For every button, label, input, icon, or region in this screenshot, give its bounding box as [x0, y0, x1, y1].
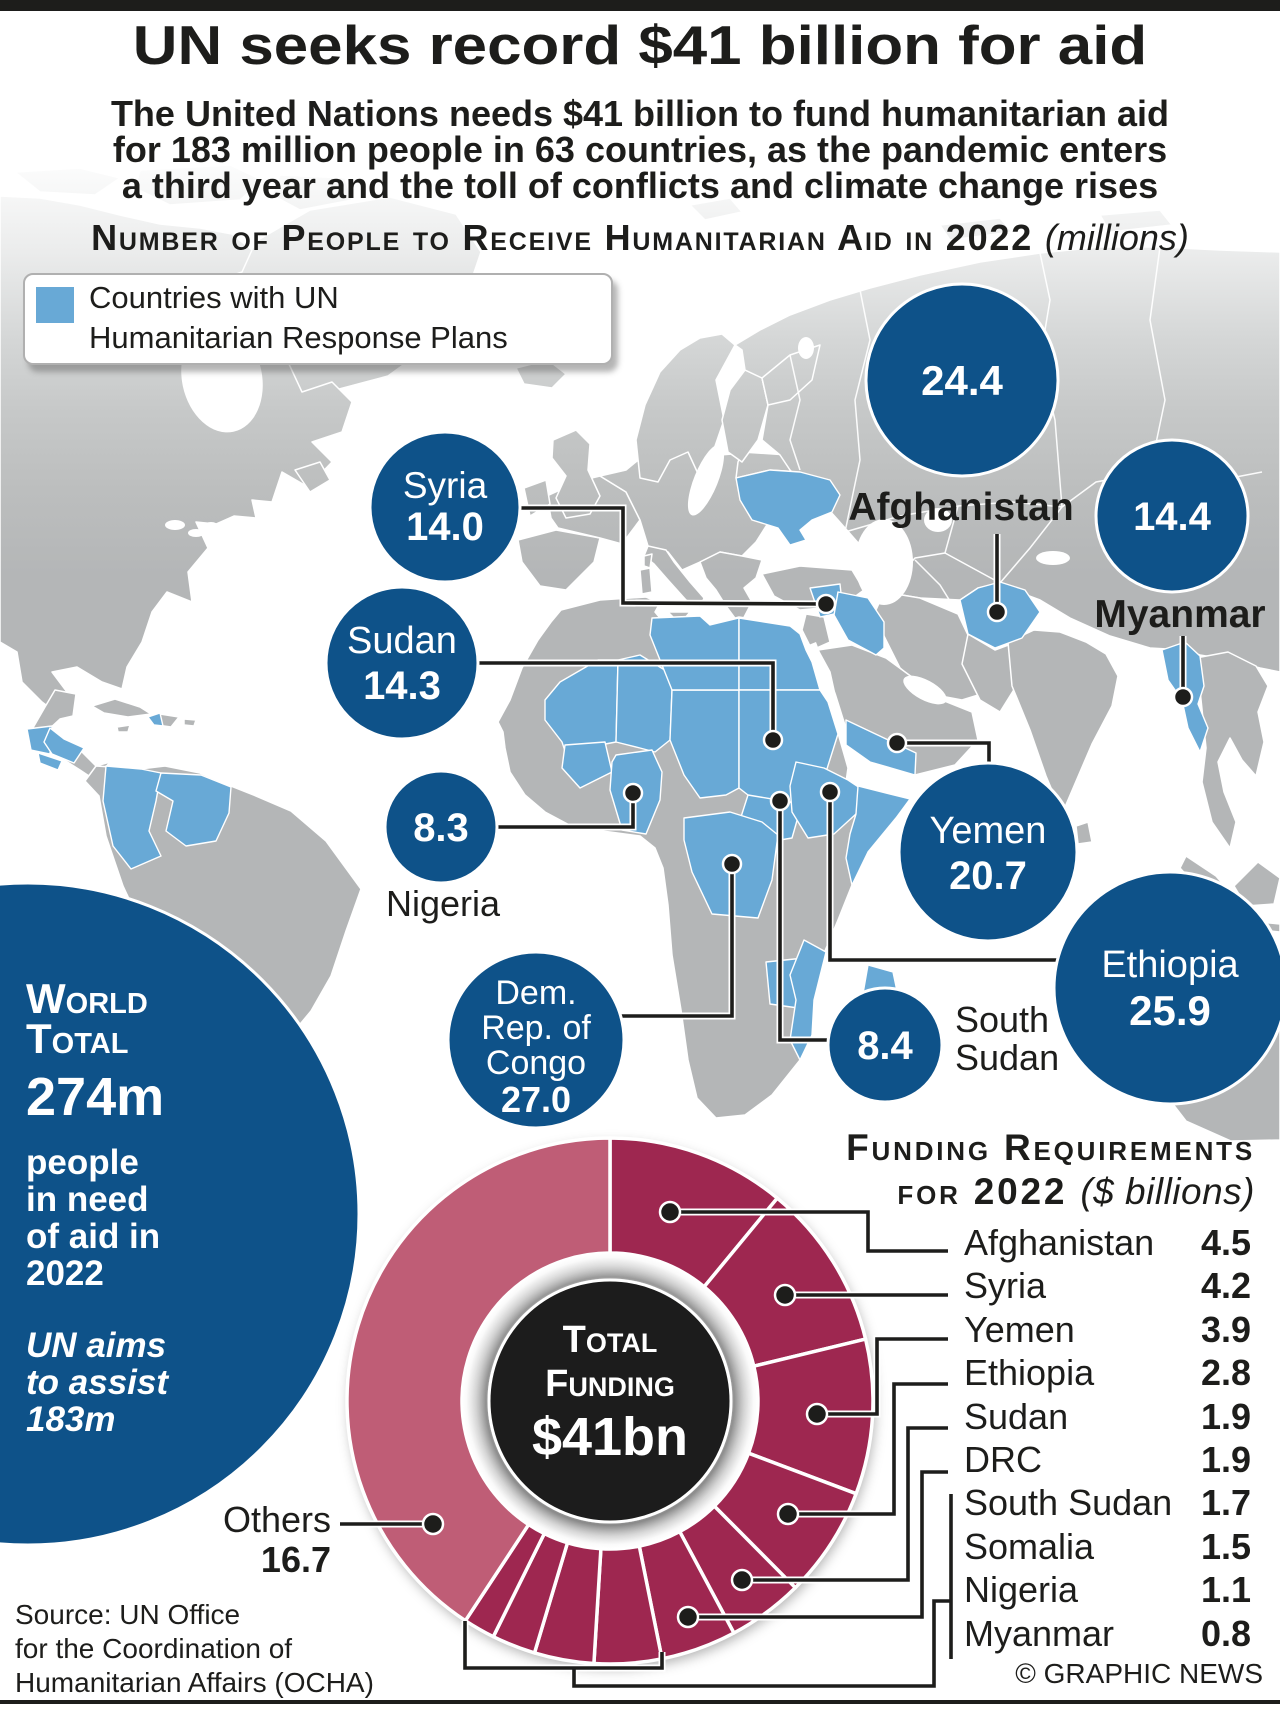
svg-text:Nigeria: Nigeria	[386, 883, 501, 924]
svg-text:Yemen: Yemen	[930, 810, 1047, 852]
svg-text:8.3: 8.3	[413, 806, 469, 850]
svg-text:South: South	[955, 999, 1049, 1040]
svg-text:Afghanistan: Afghanistan	[848, 486, 1073, 529]
svg-text:8.4: 8.4	[857, 1024, 913, 1068]
svg-text:14.0: 14.0	[406, 505, 484, 549]
svg-text:Rep. of: Rep. of	[481, 1009, 591, 1047]
svg-text:27.0: 27.0	[501, 1079, 571, 1120]
svg-text:Dem.: Dem.	[495, 974, 576, 1012]
svg-text:Congo: Congo	[486, 1044, 586, 1082]
svg-text:Ethiopia: Ethiopia	[1101, 944, 1239, 986]
svg-text:Sudan: Sudan	[347, 620, 457, 662]
svg-text:Total: Total	[563, 1319, 658, 1361]
svg-text:25.9: 25.9	[1129, 987, 1211, 1034]
svg-text:Syria: Syria	[403, 465, 488, 506]
svg-text:Myanmar: Myanmar	[1094, 593, 1265, 636]
svg-text:$41bn: $41bn	[532, 1407, 688, 1467]
svg-text:20.7: 20.7	[949, 854, 1027, 898]
svg-text:Funding: Funding	[545, 1363, 675, 1405]
svg-text:14.4: 14.4	[1133, 495, 1212, 539]
svg-text:Sudan: Sudan	[955, 1037, 1059, 1078]
svg-text:14.3: 14.3	[363, 664, 441, 708]
svg-text:24.4: 24.4	[921, 357, 1003, 404]
